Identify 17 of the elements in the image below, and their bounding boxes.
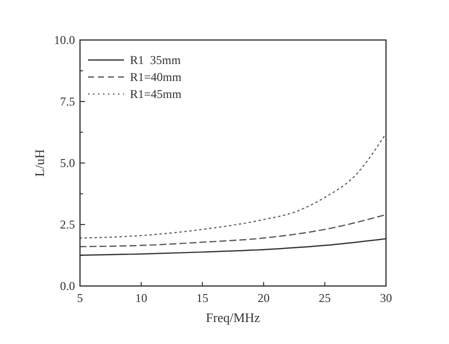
x-tick-label: 15 [196, 291, 208, 305]
x-tick-label: 5 [77, 291, 83, 305]
y-tick-label: 7.5 [60, 94, 75, 108]
legend-label: R1 35mm [130, 53, 182, 67]
y-tick-label: 5.0 [60, 156, 75, 170]
line-series [79, 214, 387, 248]
y-tick-label: 0.0 [60, 279, 75, 293]
x-tick-label: 20 [258, 291, 270, 305]
x-tick-label: 10 [135, 291, 148, 305]
x-tick-label: 30 [380, 291, 392, 305]
legend-label: R1=45mm [130, 87, 182, 101]
x-tick-label: 25 [318, 291, 331, 305]
y-tick-label: 10.0 [54, 33, 75, 47]
y-axis-title: L/uH [32, 149, 47, 177]
x-axis-title: Freq/MHz [206, 310, 260, 325]
y-tick-label: 2.5 [60, 218, 75, 232]
legend-label: R1=40mm [130, 70, 182, 84]
